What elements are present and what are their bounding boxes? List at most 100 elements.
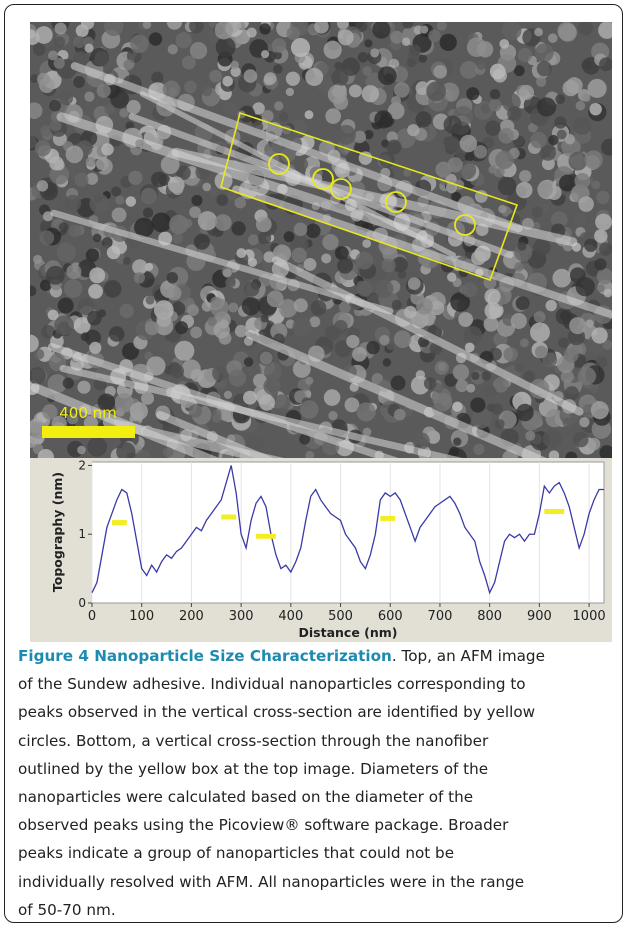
grain <box>202 182 212 192</box>
grain <box>73 317 91 334</box>
grain <box>372 22 391 39</box>
caption-line: Figure 4 Nanoparticle Size Characterizat… <box>18 642 618 670</box>
x-tick-label: 900 <box>527 609 552 624</box>
grain <box>263 251 275 263</box>
grain <box>453 437 462 446</box>
grain <box>602 340 612 350</box>
grain <box>366 340 380 355</box>
grain <box>305 450 315 458</box>
grain <box>596 284 605 293</box>
grain <box>429 300 445 316</box>
grain <box>334 61 343 71</box>
grain <box>590 401 609 420</box>
grain <box>80 332 90 342</box>
grain <box>30 29 36 39</box>
grain <box>42 404 58 420</box>
grain <box>175 32 192 49</box>
x-tick-label: 200 <box>179 609 204 624</box>
grain <box>247 363 262 378</box>
grain <box>591 180 601 190</box>
grain <box>560 369 574 384</box>
grain <box>243 69 258 83</box>
grain <box>461 282 478 298</box>
grain <box>501 22 522 41</box>
grain <box>530 131 547 149</box>
grain <box>374 279 394 299</box>
grain <box>300 400 319 419</box>
grain <box>166 272 179 284</box>
grain <box>331 68 349 87</box>
grain <box>408 44 421 57</box>
grain <box>201 301 213 312</box>
grain <box>443 115 462 134</box>
grain <box>304 110 314 120</box>
grain <box>30 367 47 385</box>
grain <box>259 23 271 35</box>
grain <box>562 417 573 428</box>
grain <box>499 38 510 49</box>
grain <box>481 371 492 381</box>
grain <box>436 22 447 31</box>
grain <box>39 279 52 292</box>
grain <box>406 57 417 68</box>
grain <box>85 248 100 262</box>
grain <box>125 196 137 207</box>
grain <box>140 187 157 205</box>
caption-line: observed peaks using the Picoview® softw… <box>18 816 509 835</box>
grain <box>280 147 296 163</box>
grain <box>187 304 199 317</box>
grain <box>587 437 601 451</box>
grain <box>129 402 148 421</box>
grain <box>95 157 109 171</box>
grain <box>402 22 414 29</box>
grain <box>533 238 551 256</box>
grain <box>428 29 441 43</box>
grain <box>77 298 95 316</box>
grain <box>493 377 509 393</box>
grain <box>142 22 152 29</box>
grain <box>222 101 239 118</box>
grain <box>518 84 535 101</box>
grain <box>104 104 115 115</box>
grain <box>57 297 74 314</box>
grain <box>188 403 203 418</box>
grain <box>488 165 497 174</box>
grain <box>223 390 233 399</box>
grain <box>247 234 259 246</box>
grain <box>418 54 428 63</box>
grain <box>236 248 247 259</box>
grain <box>295 157 309 171</box>
grain <box>390 375 406 391</box>
grain <box>193 233 210 250</box>
grain <box>258 394 276 411</box>
afm-texture <box>30 22 612 458</box>
grain <box>278 299 298 318</box>
grain <box>58 222 69 233</box>
grain <box>132 259 148 275</box>
grain <box>364 129 374 140</box>
grain <box>323 40 342 59</box>
grain <box>458 312 474 327</box>
grain <box>364 39 373 48</box>
grain <box>261 109 274 123</box>
grain <box>189 206 201 219</box>
grain <box>362 66 372 76</box>
grain <box>486 403 495 412</box>
grain <box>116 442 136 458</box>
grain <box>166 285 182 301</box>
grain <box>325 108 342 124</box>
grain <box>283 231 295 243</box>
grain <box>470 397 486 413</box>
grain <box>35 26 53 44</box>
grain <box>172 233 183 244</box>
grain <box>525 430 536 441</box>
grain <box>374 110 393 129</box>
grain <box>119 108 129 118</box>
grain <box>434 360 449 375</box>
grain <box>207 316 217 327</box>
grain <box>263 362 282 381</box>
caption-line: peaks observed in the vertical cross-sec… <box>18 703 536 722</box>
grain <box>412 432 430 450</box>
grain <box>466 87 480 101</box>
grain <box>459 134 478 153</box>
